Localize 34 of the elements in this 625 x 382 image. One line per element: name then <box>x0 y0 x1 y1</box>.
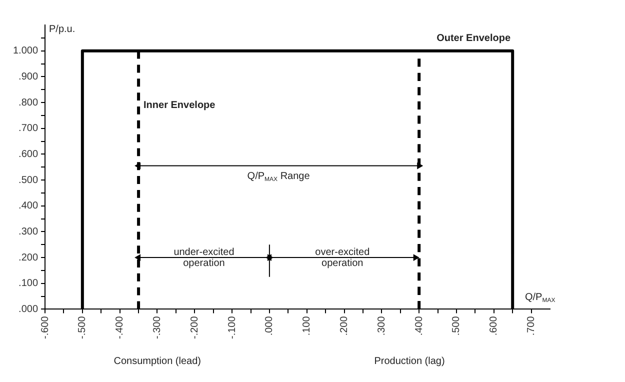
x-tick-label: .600 <box>488 316 500 336</box>
text: Consumption (lead) <box>114 356 201 367</box>
x-tick-label: .000 <box>264 316 276 336</box>
x-tick-label: .400 <box>414 316 425 336</box>
x-tick-label: .200 <box>339 316 350 336</box>
y-tick-label: 1.000 <box>12 46 38 57</box>
series-label: Outer Envelope <box>436 33 510 44</box>
x-tick-label: -.600 <box>40 316 51 340</box>
x-tick-label: .500 <box>451 316 462 336</box>
annotation: over-excited operation <box>314 246 371 269</box>
x-tick-label: .700 <box>526 316 538 336</box>
y-tick-label: .600 <box>18 148 38 160</box>
y-tick-label: .700 <box>18 123 38 134</box>
y-tick-label: .900 <box>18 71 38 82</box>
y-axis-title: P/p.u. <box>49 24 76 34</box>
annotation: under-excited operation <box>172 246 236 269</box>
x-tick-label: .100 <box>302 316 313 336</box>
y-tick-label: .300 <box>18 226 38 238</box>
x-tick-label: -.300 <box>152 316 163 340</box>
x-tick-label: .300 <box>376 316 388 336</box>
y-tick-label: .000 <box>18 304 38 315</box>
series-label: Inner Envelope <box>144 100 216 111</box>
y-tick-label: .500 <box>18 174 38 186</box>
text: Production (lag) <box>374 356 445 367</box>
y-tick-label: .400 <box>18 200 38 212</box>
annotation: Q/P$_{MAX}$ Range <box>247 170 310 185</box>
y-tick-label: .800 <box>18 97 38 108</box>
x-axis-title: Q/P$_{MAX}$ <box>525 292 556 306</box>
y-tick-label: .100 <box>18 278 38 290</box>
x-tick-label: -.200 <box>189 316 200 340</box>
y-tick-label: .200 <box>18 252 38 264</box>
x-tick-label: -.500 <box>77 316 88 340</box>
x-tick-label: -.100 <box>226 316 238 340</box>
x-tick-label: -.400 <box>114 316 126 340</box>
